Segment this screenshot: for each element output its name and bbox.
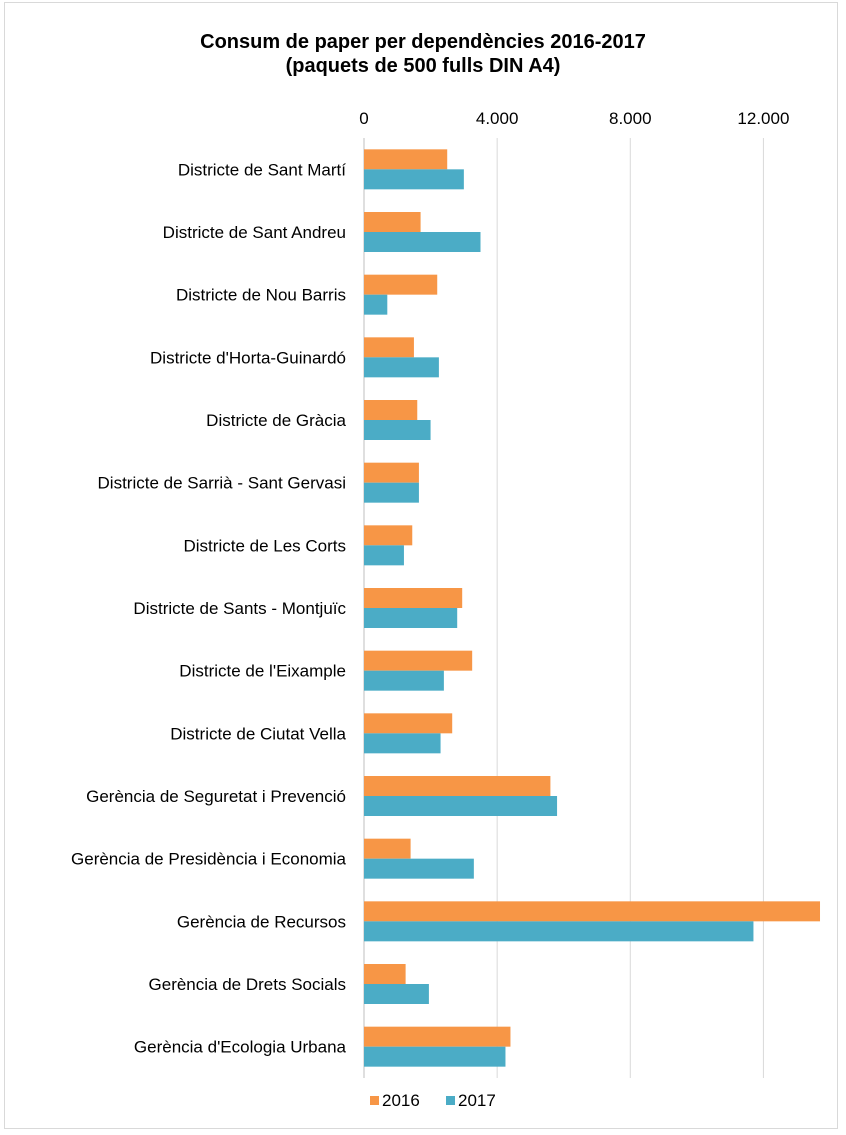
- bar-2016: [364, 525, 413, 546]
- category-label: Gerència de Seguretat i Prevenció: [86, 787, 346, 806]
- x-tick-label: 12.000: [737, 109, 789, 128]
- bar-2016: [364, 400, 418, 420]
- category-label: Districte de Ciutat Vella: [170, 724, 346, 743]
- bar-2017: [364, 294, 388, 315]
- category-label: Districte de Sant Martí: [178, 160, 346, 179]
- legend-swatch-2017: [446, 1096, 455, 1105]
- x-axis-ticks: 0 4.000 8.000 12.000: [359, 109, 789, 128]
- category-label: Districte de Sarrià - Sant Gervasi: [98, 474, 346, 493]
- bar-2016: [364, 149, 448, 170]
- bar-2016: [364, 337, 414, 358]
- bar-2017: [364, 1046, 506, 1067]
- bar-2017: [364, 921, 754, 942]
- chart-title: Consum de paper per dependències 2016-20…: [0, 30, 846, 78]
- category-label: Gerència de Drets Socials: [149, 975, 346, 994]
- bar-2017: [364, 169, 464, 190]
- legend-label-2016: 2016: [382, 1091, 420, 1110]
- category-label: Districte de l'Eixample: [179, 662, 346, 681]
- category-label: Districte de Sant Andreu: [163, 223, 346, 242]
- category-label: Districte de Nou Barris: [176, 286, 346, 305]
- bar-2017: [364, 420, 431, 440]
- x-tick-label: 0: [359, 109, 368, 128]
- category-label: Districte de Gràcia: [206, 411, 346, 430]
- bar-2017: [364, 608, 458, 628]
- chart-title-line: Consum de paper per dependències 2016-20…: [200, 31, 646, 53]
- bar-2017: [364, 232, 481, 252]
- bar-2016: [364, 212, 421, 232]
- chart-subtitle: (paquets de 500 fulls DIN A4): [285, 55, 561, 77]
- bar-2017: [364, 984, 429, 1004]
- bar-2016: [364, 838, 411, 859]
- category-label: Gerència de Recursos: [177, 912, 346, 931]
- category-label: Districte de Sants - Montjuïc: [133, 599, 346, 618]
- x-tick-label: 4.000: [476, 109, 519, 128]
- bar-2016: [364, 1026, 511, 1047]
- bar-2016: [364, 650, 473, 671]
- bar-2017: [364, 733, 441, 754]
- category-label: Districte de Les Corts: [184, 536, 347, 555]
- category-label: Districte d'Horta-Guinardó: [150, 348, 346, 367]
- bar-2016: [364, 713, 453, 734]
- bar-2017: [364, 796, 558, 816]
- bar-2016: [364, 776, 551, 796]
- x-tick-label: 8.000: [609, 109, 652, 128]
- category-label: Gerència d'Ecologia Urbana: [134, 1038, 347, 1057]
- category-labels: Districte de Sant Martí Districte de Sant…: [71, 160, 347, 1056]
- bar-2016: [364, 964, 406, 984]
- bar-2016: [364, 462, 419, 483]
- bar-2016: [364, 274, 438, 295]
- bar-2017: [364, 858, 474, 879]
- legend: 2016 2017: [370, 1091, 496, 1110]
- bar-2017: [364, 545, 404, 566]
- bar-2016: [364, 588, 463, 608]
- bar-2017: [364, 357, 439, 378]
- legend-swatch-2016: [370, 1096, 379, 1105]
- legend-label-2017: 2017: [458, 1091, 496, 1110]
- bar-2017: [364, 670, 444, 691]
- bar-2017: [364, 482, 419, 503]
- bar-2016: [364, 901, 821, 922]
- category-label: Gerència de Presidència i Economia: [71, 850, 347, 869]
- bars: [364, 149, 821, 1067]
